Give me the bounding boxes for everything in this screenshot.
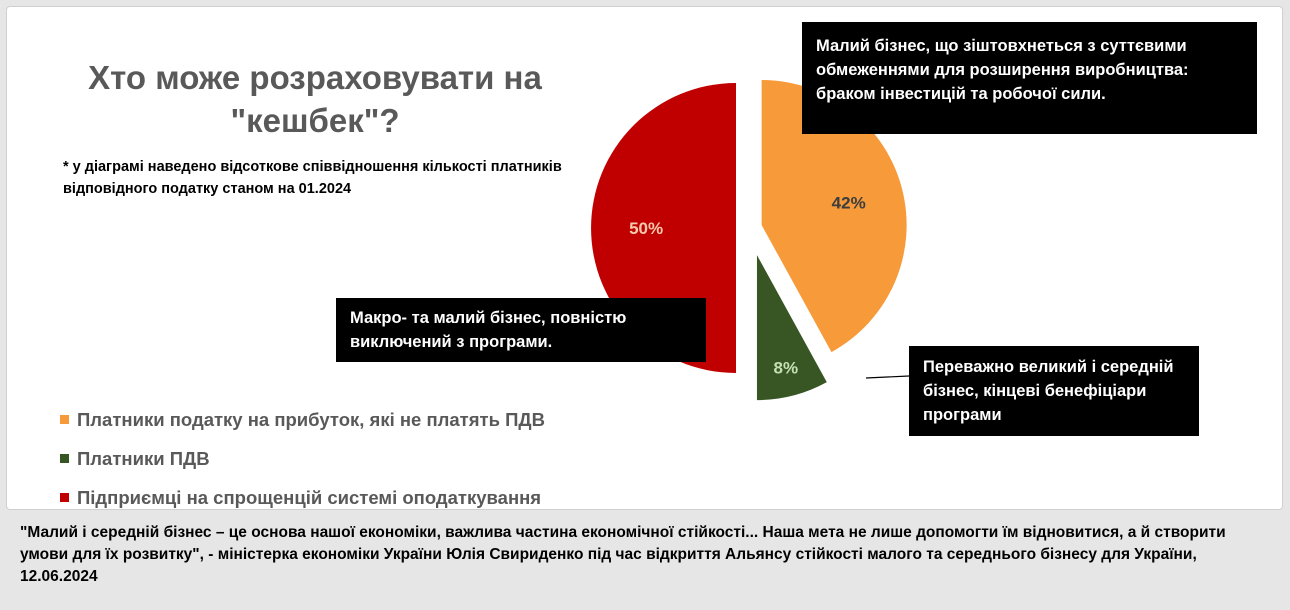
callout-orange-slice: Малий бізнес, що зіштовхнеться з суттєви…: [802, 22, 1257, 134]
legend-swatch: [60, 493, 69, 502]
callout-green-slice: Переважно великий і середній бізнес, кін…: [909, 346, 1199, 436]
legend-item: Платники ПДВ: [60, 439, 545, 478]
legend-item: Підприємці на спрощенцій системі оподатк…: [60, 478, 545, 517]
legend-label: Платники ПДВ: [77, 448, 210, 470]
legend-swatch: [60, 454, 69, 463]
chart-legend: Платники податку на прибуток, які не пла…: [60, 400, 545, 517]
callout-red-slice: Макро- та малий бізнес, повністю виключе…: [336, 298, 706, 362]
legend-label: Платники податку на прибуток, які не пла…: [77, 409, 545, 431]
legend-label: Підприємці на спрощенцій системі оподатк…: [77, 487, 541, 509]
pie-data-label: 50%: [629, 219, 663, 238]
legend-swatch: [60, 415, 69, 424]
green-callout-leader: [866, 376, 909, 378]
legend-item: Платники податку на прибуток, які не пла…: [60, 400, 545, 439]
pie-data-label: 42%: [832, 194, 866, 213]
pie-data-label: 8%: [774, 358, 799, 377]
minister-quote: "Малий і середній бізнес – це основа наш…: [20, 522, 1275, 588]
